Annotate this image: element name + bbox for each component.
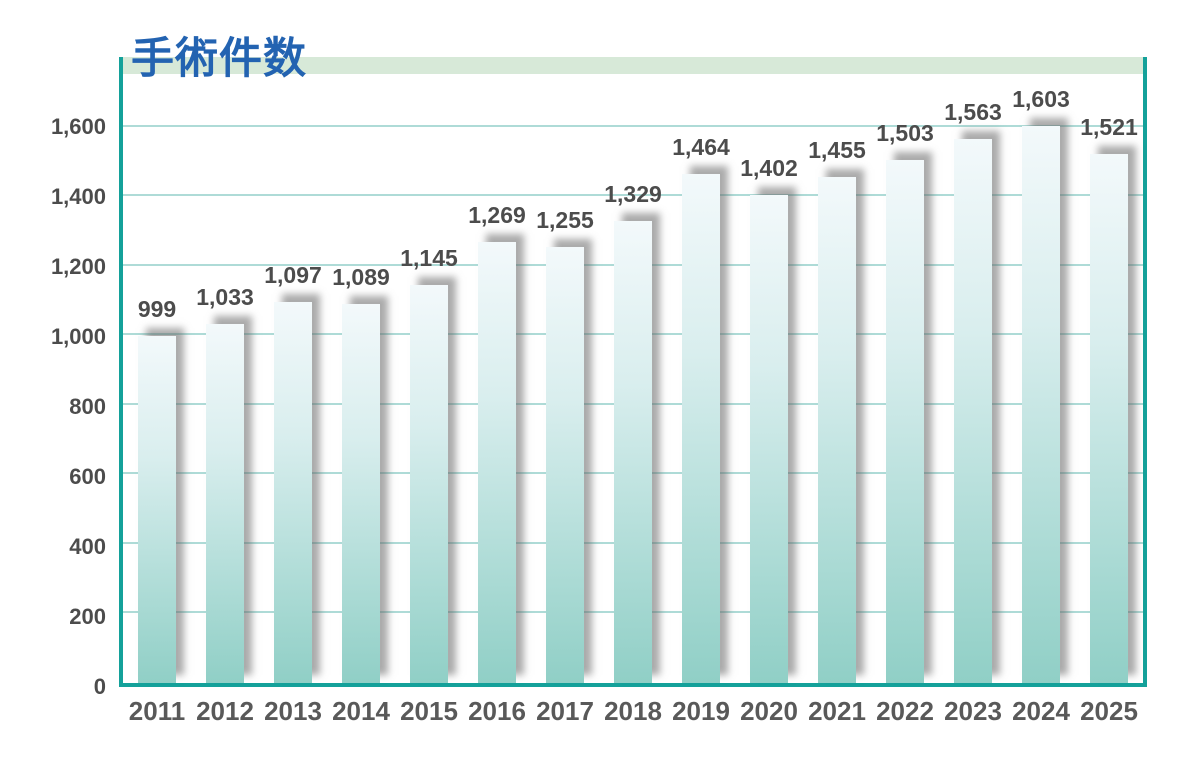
y-tick-label: 1,000 [50,324,106,349]
bar-value-label: 1,464 [672,133,730,160]
bar-slot-2020: 1,402 [735,57,803,683]
y-tick-label: 800 [69,394,106,420]
x-axis: 2011 2012 2013 2014 2015 2016 2017 2018 2019 2020… [123,696,1143,727]
x-tick-label-2022: 2022 [876,696,934,726]
x-tick-label-2017: 2017 [536,696,594,726]
bar-2016 [478,241,516,683]
bar-slot-2013: 1,097 [259,57,327,683]
bar-2013 [274,301,312,683]
gridline-1400 [123,194,1143,197]
bar-slot-2017: 1,255 [531,57,599,683]
gridline-1600 [123,124,1143,127]
bar-2020 [750,195,788,683]
bar-value-label: 1,097 [264,261,322,288]
bar-slot-2022: 1,503 [871,57,939,683]
y-axis: 0 200 400 600 800 1,000 1,200 1,400 1,600 [0,57,106,699]
x-tick-label-2014: 2014 [332,696,390,726]
x-tick-label-2012: 2012 [196,696,254,726]
y-tick-label: 1,400 [50,184,106,209]
chart-title: 手術件数 [131,35,307,83]
y-tick-label: 400 [69,534,106,560]
bar-slot-2021: 1,455 [803,57,871,683]
bar-slot-2015: 1,145 [395,57,463,683]
bar-slot-2023: 1,563 [939,57,1007,683]
y-tick-label: 1,200 [50,254,106,279]
bar-value-label: 999 [137,295,177,322]
x-tick-label-2018: 2018 [604,696,662,726]
bar-value-label: 1,521 [1080,114,1138,141]
bar-2024 [1022,125,1060,683]
bar-value-label: 1,402 [740,155,798,182]
bar-value-label: 1,455 [808,136,866,163]
bar-value-label: 1,503 [876,120,934,147]
x-tick-label-2023: 2023 [944,696,1002,726]
bar-value-label: 1,329 [604,180,662,207]
bar-value-label: 1,269 [468,201,526,228]
bar-2022 [886,160,924,683]
bar-slot-2011: 999 [123,57,191,683]
bar-slot-2014: 1,089 [327,57,395,683]
x-tick-label-2015: 2015 [400,696,458,726]
bar-2025 [1090,154,1128,683]
bar-value-label: 1,255 [536,206,594,233]
bars-container: 999 1,033 1,097 1,089 1,145 1,269 1,255 1,329 1,… [123,57,1143,683]
bar-slot-2018: 1,329 [599,57,667,683]
x-tick-label-2021: 2021 [808,696,866,726]
bar-2011 [138,335,176,683]
x-tick-label-2019: 2019 [672,696,730,726]
bar-value-label: 1,033 [196,283,254,310]
plot-area: 999 1,033 1,097 1,089 1,145 1,269 1,255 1,329 1,… [119,57,1147,687]
x-tick-label-2020: 2020 [740,696,798,726]
bar-2018 [614,220,652,683]
x-tick-label-2016: 2016 [468,696,526,726]
bar-value-label: 1,145 [400,244,458,271]
x-tick-label-2013: 2013 [264,696,322,726]
y-tick-label: 600 [69,464,106,489]
bar-value-label: 1,563 [944,99,1002,126]
bar-slot-2012: 1,033 [191,57,259,683]
bar-slot-2016: 1,269 [463,57,531,683]
bar-2019 [682,173,720,683]
bar-2015 [410,284,448,683]
y-tick-label: 200 [69,604,106,630]
x-tick-label-2011: 2011 [128,696,186,726]
bar-2014 [342,304,380,683]
x-tick-label-2024: 2024 [1012,696,1070,726]
bar-slot-2025: 1,521 [1075,57,1143,683]
x-tick-label-2025: 2025 [1080,696,1138,726]
y-tick-label: 1,600 [50,114,106,140]
bar-value-label: 1,603 [1012,85,1070,112]
bar-2017 [546,246,584,683]
bar-2012 [206,323,244,683]
title-band [119,57,1147,74]
bar-slot-2024: 1,603 [1007,57,1075,683]
bar-value-label: 1,089 [332,264,390,291]
y-tick-label: 0 [93,674,106,699]
bar-slot-2019: 1,464 [667,57,735,683]
bar-2023 [954,139,992,683]
bar-2021 [818,176,856,683]
